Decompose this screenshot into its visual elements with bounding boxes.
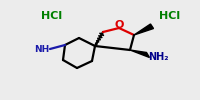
- Text: NH₂: NH₂: [148, 52, 168, 62]
- Text: NH: NH: [34, 44, 50, 54]
- Text: O: O: [114, 20, 124, 30]
- Text: HCl: HCl: [41, 11, 63, 21]
- Text: HCl: HCl: [159, 11, 181, 21]
- Polygon shape: [134, 24, 154, 35]
- Polygon shape: [130, 50, 150, 57]
